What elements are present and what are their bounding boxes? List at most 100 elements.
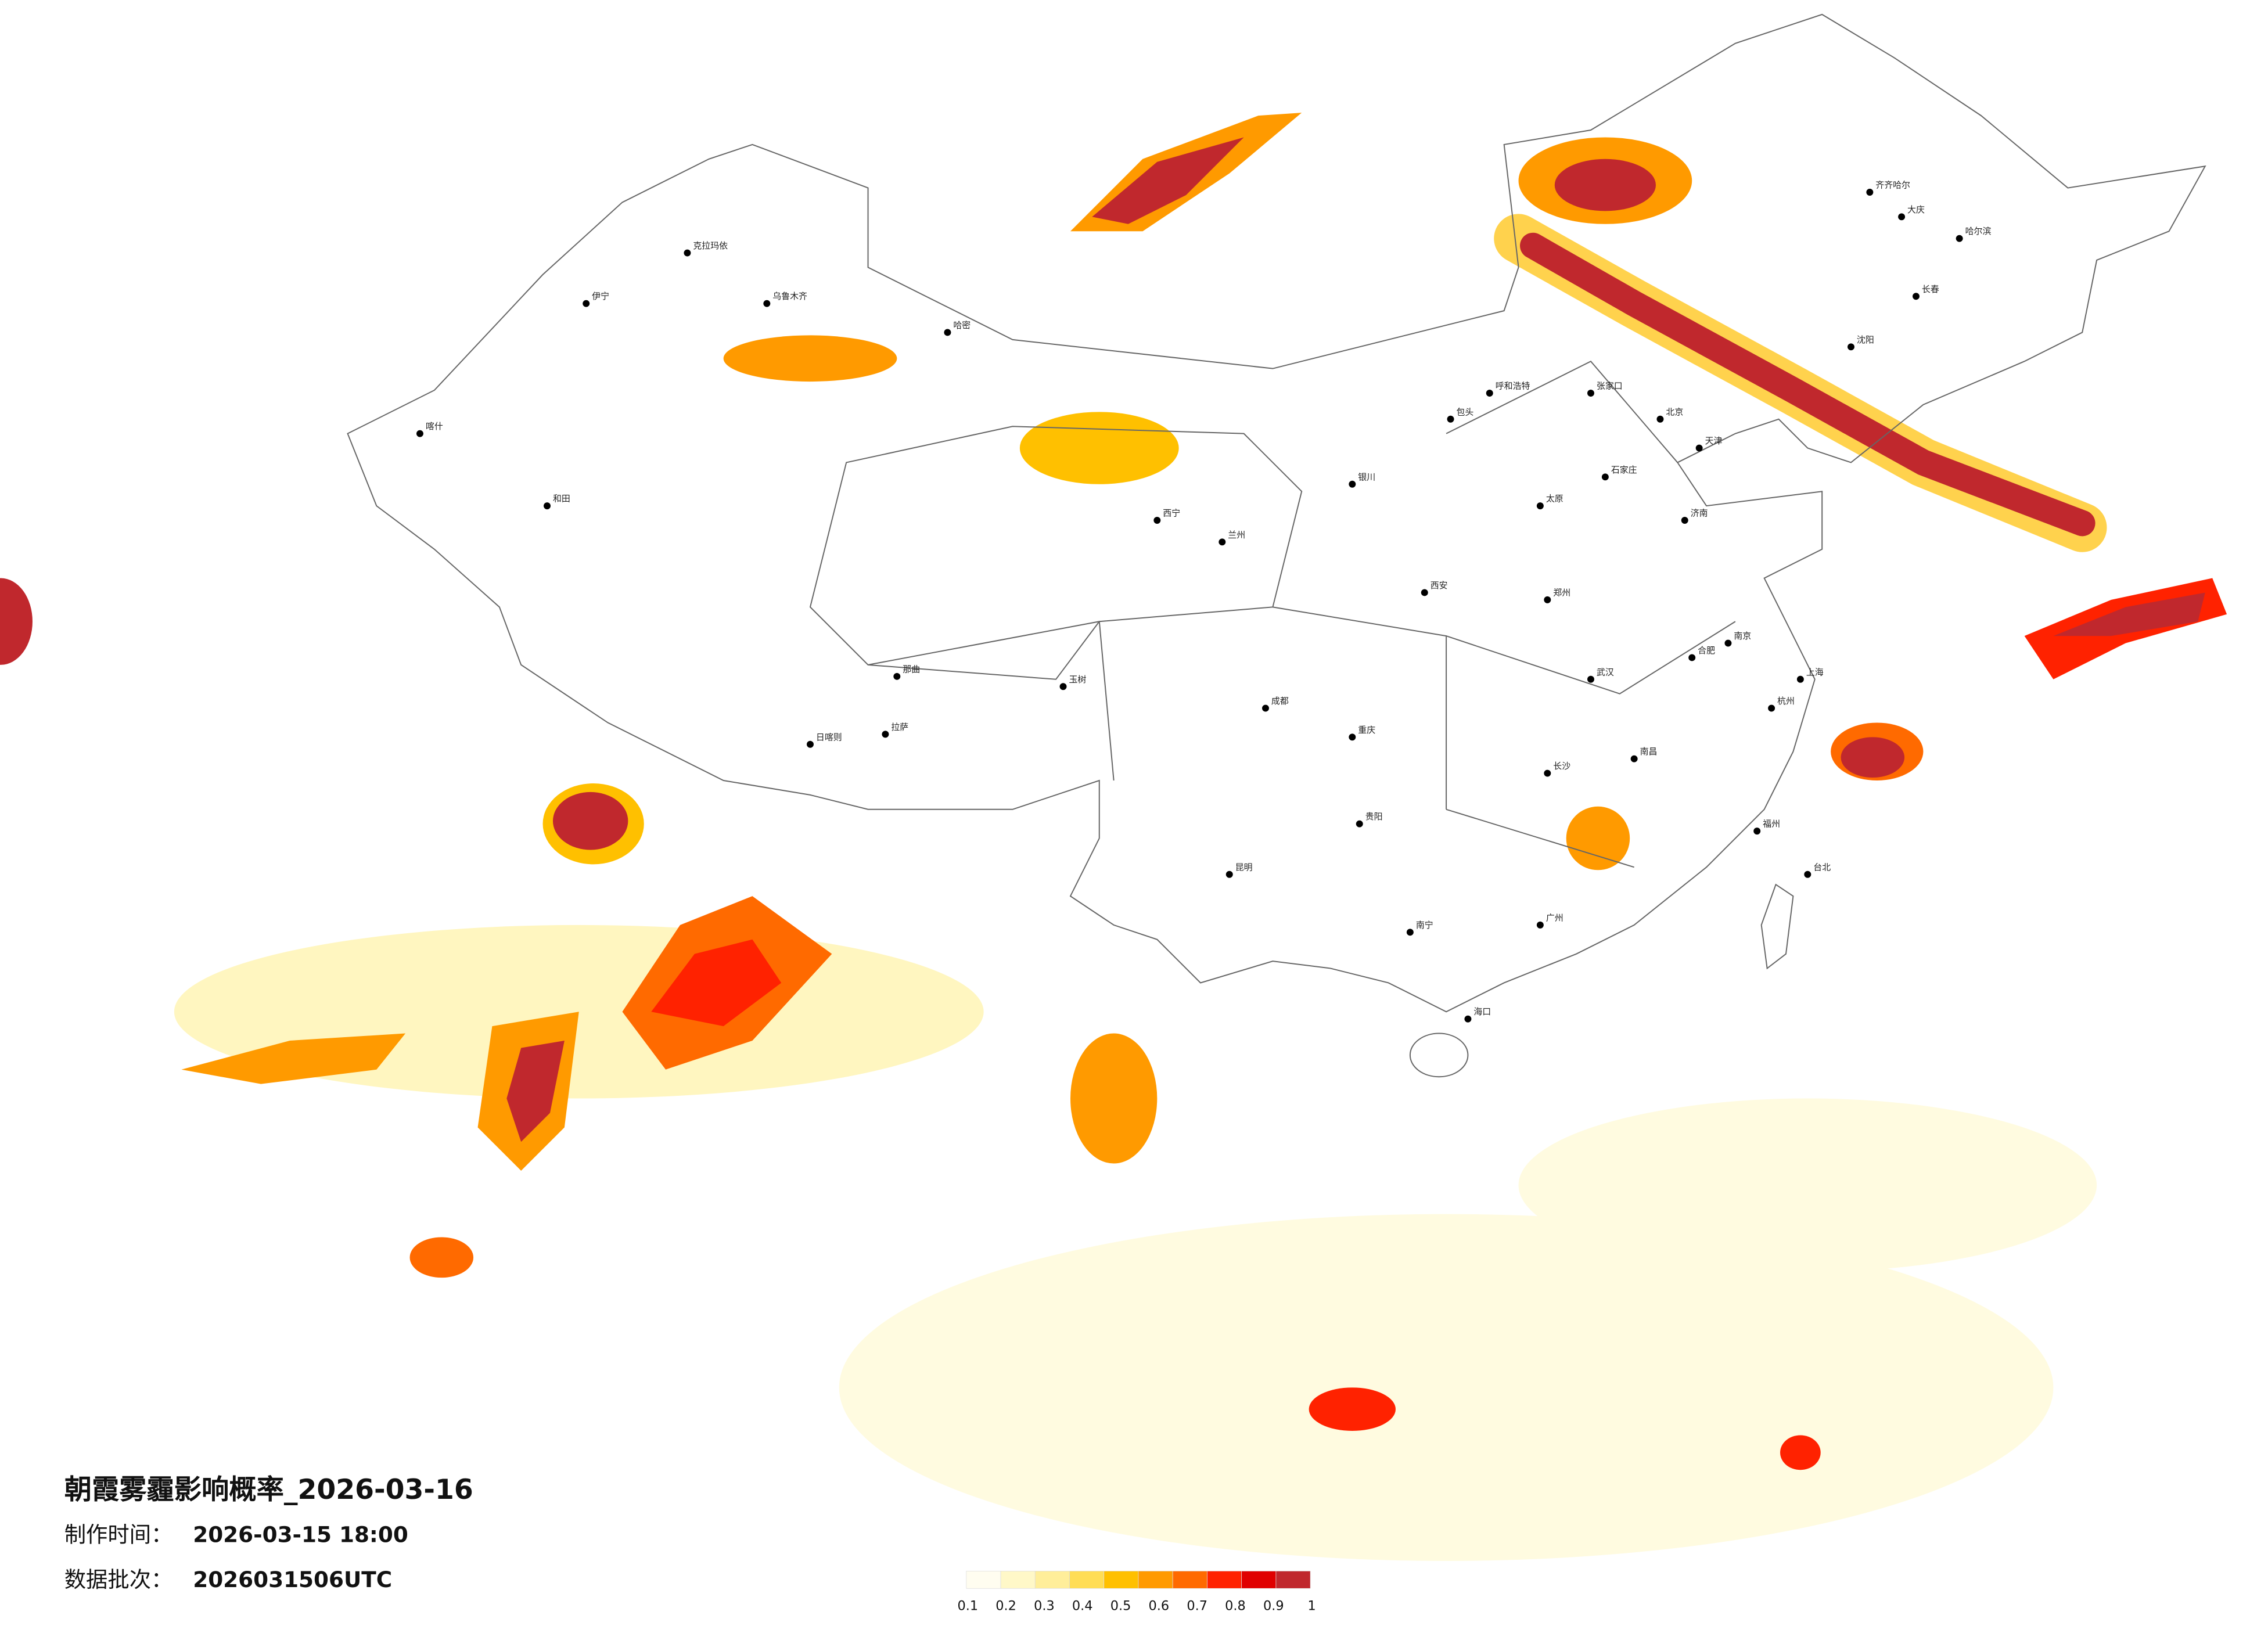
colorbar-box bbox=[1069, 1571, 1105, 1589]
city-label: 兰州 bbox=[1228, 530, 1245, 540]
city-dot bbox=[1447, 415, 1454, 423]
city-label: 成都 bbox=[1271, 696, 1289, 706]
city-label: 哈尔滨 bbox=[1965, 226, 1992, 236]
colorbar-box bbox=[1172, 1571, 1207, 1589]
haze-area bbox=[409, 1237, 474, 1278]
made-label: 制作时间： bbox=[64, 1522, 173, 1548]
city-label: 武汉 bbox=[1597, 667, 1614, 677]
city-dot bbox=[1656, 415, 1664, 423]
colorbar-box bbox=[1104, 1571, 1139, 1589]
haze-area bbox=[1019, 412, 1179, 484]
city-dot bbox=[1349, 480, 1356, 488]
colorbar: 0.1 0.2 0.3 0.4 0.5 0.6 0.7 0.8 0.9 1 bbox=[957, 1571, 1316, 1614]
city-label: 拉萨 bbox=[891, 722, 908, 732]
city-label: 包头 bbox=[1457, 406, 1474, 417]
city-label: 石家庄 bbox=[1611, 465, 1637, 475]
city-label: 郑州 bbox=[1553, 587, 1570, 598]
city-dot bbox=[1796, 675, 1804, 683]
colorbar-box bbox=[1207, 1571, 1242, 1589]
city-label: 台北 bbox=[1813, 862, 1831, 872]
city-dot bbox=[1219, 538, 1226, 546]
colorbar-label: 1 bbox=[1308, 1599, 1316, 1614]
made-time: 2026-03-15 18:00 bbox=[193, 1522, 408, 1548]
city-label: 哈密 bbox=[953, 320, 971, 330]
city-label: 济南 bbox=[1691, 508, 1708, 519]
city-dot bbox=[1956, 235, 1963, 242]
city-dot bbox=[1544, 596, 1551, 603]
colorbar-label: 0.8 bbox=[1225, 1599, 1246, 1614]
city-dot bbox=[1848, 343, 1854, 351]
colorbar-box bbox=[1275, 1571, 1311, 1589]
city-label: 伊宁 bbox=[592, 291, 609, 301]
city-dot bbox=[1059, 683, 1067, 690]
colorbar-label: 0.7 bbox=[1187, 1599, 1207, 1614]
city-dot bbox=[1587, 675, 1594, 683]
city-dot bbox=[1601, 473, 1609, 481]
city-dot bbox=[1688, 654, 1696, 661]
city-label: 银川 bbox=[1358, 472, 1375, 482]
city-label: 重庆 bbox=[1358, 725, 1375, 735]
city-label: 大庆 bbox=[1907, 204, 1925, 215]
haze-area bbox=[2053, 592, 2205, 636]
city-label: 那曲 bbox=[903, 664, 920, 674]
city-dot bbox=[1536, 502, 1544, 510]
city-label: 福州 bbox=[1763, 819, 1780, 829]
city-dot bbox=[1753, 828, 1761, 835]
colorbar-box bbox=[1241, 1571, 1277, 1589]
city-dot bbox=[1587, 390, 1594, 397]
city-dot bbox=[1153, 517, 1161, 524]
city-label: 上海 bbox=[1806, 667, 1824, 677]
haze-area bbox=[1070, 1033, 1158, 1164]
city-dot bbox=[1544, 769, 1551, 777]
city-dot bbox=[882, 731, 889, 738]
province-lines bbox=[809, 360, 1736, 868]
city-label: 和田 bbox=[553, 494, 570, 504]
city-dot bbox=[1866, 189, 1874, 196]
city-label: 乌鲁木齐 bbox=[772, 291, 807, 301]
batch-label: 数据批次： bbox=[64, 1567, 173, 1592]
city-dot bbox=[893, 672, 901, 680]
haze-area bbox=[1092, 137, 1244, 224]
city-label: 贵阳 bbox=[1365, 811, 1383, 822]
haze-area bbox=[839, 1214, 2054, 1561]
country-outline bbox=[347, 13, 2206, 1013]
city-dot bbox=[416, 430, 423, 437]
haze-layer bbox=[0, 113, 2227, 1561]
city-dot bbox=[544, 502, 551, 510]
island-outline bbox=[1760, 883, 1794, 970]
haze-area bbox=[1309, 1387, 1396, 1431]
haze-area bbox=[1780, 1435, 1821, 1470]
colorbar-box bbox=[1034, 1571, 1070, 1589]
city-dot bbox=[1406, 929, 1414, 936]
colorbar-label: 0.3 bbox=[1034, 1599, 1055, 1614]
haze-area bbox=[0, 578, 33, 665]
city-dot bbox=[1630, 755, 1638, 762]
city-label: 南昌 bbox=[1640, 746, 1658, 757]
haze-band bbox=[1520, 232, 2096, 537]
city-label: 西安 bbox=[1430, 580, 1448, 591]
colorbar-label: 0.2 bbox=[995, 1599, 1016, 1614]
city-label: 玉树 bbox=[1069, 674, 1087, 685]
city-dot bbox=[1262, 704, 1269, 712]
city-dot bbox=[1724, 639, 1732, 647]
colorbar-label: 0.9 bbox=[1263, 1599, 1284, 1614]
island-outline bbox=[1409, 1033, 1469, 1078]
city-dot bbox=[1768, 704, 1775, 712]
city-dot bbox=[583, 300, 590, 307]
city-dot bbox=[1804, 870, 1811, 878]
city-label: 长沙 bbox=[1553, 761, 1570, 771]
haze-area bbox=[506, 1041, 565, 1142]
colorbar-box bbox=[1000, 1571, 1036, 1589]
haze-area bbox=[651, 939, 782, 1027]
batch-id: 2026031506UTC bbox=[193, 1567, 392, 1592]
boundaries bbox=[347, 13, 2206, 1078]
colorbar-box bbox=[966, 1571, 1001, 1589]
colorbar-label: 0.5 bbox=[1110, 1599, 1131, 1614]
city-label: 海口 bbox=[1473, 1006, 1491, 1017]
city-dot bbox=[1421, 589, 1428, 596]
city-label: 合肥 bbox=[1698, 645, 1715, 656]
city-label: 南宁 bbox=[1416, 920, 1433, 930]
city-label: 北京 bbox=[1666, 406, 1683, 417]
haze-area bbox=[552, 792, 628, 850]
